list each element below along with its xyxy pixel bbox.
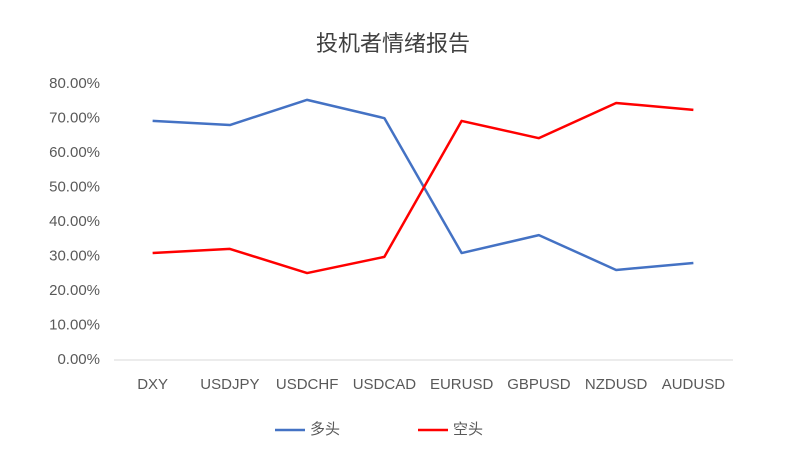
- chart-title: 投机者情绪报告: [316, 31, 470, 56]
- x-tick-label: NZDUSD: [585, 376, 648, 393]
- y-tick-label: 40.00%: [49, 213, 100, 230]
- series-line: [152, 98, 694, 272]
- x-tick-label: USDCHF: [276, 376, 339, 393]
- y-tick-label: 30.00%: [49, 247, 100, 264]
- series-line: [152, 101, 694, 275]
- y-tick-label: 0.00%: [57, 351, 100, 368]
- x-tick-label: USDCAD: [353, 376, 417, 393]
- x-tick-label: GBPUSD: [507, 376, 571, 393]
- y-tick-label: 10.00%: [49, 316, 100, 333]
- x-tick-label: DXY: [137, 376, 168, 393]
- x-tick-label: EURUSD: [430, 376, 494, 393]
- y-tick-label: 80.00%: [49, 75, 100, 92]
- y-tick-label: 70.00%: [49, 109, 100, 126]
- x-tick-label: USDJPY: [200, 376, 259, 393]
- legend-label: 空头: [453, 421, 483, 438]
- y-tick-label: 60.00%: [49, 144, 100, 161]
- legend-label: 多头: [310, 421, 340, 438]
- y-tick-label: 20.00%: [49, 282, 100, 299]
- x-tick-label: AUDUSD: [662, 376, 726, 393]
- y-tick-label: 50.00%: [49, 178, 100, 195]
